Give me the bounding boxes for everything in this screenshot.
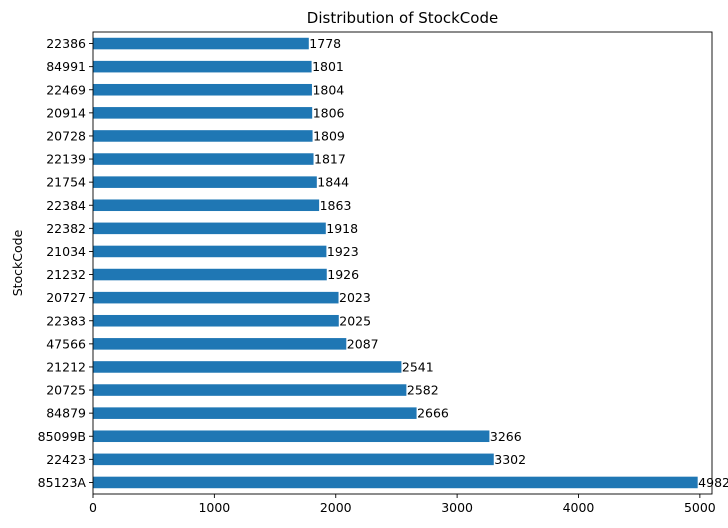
y-axis-label: StockCode [10,229,25,296]
bar-20728 [93,130,313,142]
data-label-22386: 1778 [309,36,341,51]
data-label-20725: 2582 [407,383,439,398]
data-label-20914: 1806 [313,105,345,120]
bar-20727 [93,291,339,304]
y-tick-label: 85099B [38,429,86,444]
y-tick-label: 20727 [46,290,86,305]
bar-84991 [93,60,312,73]
y-tick-label: 22423 [46,452,86,467]
data-label-22384: 1863 [320,198,352,213]
y-tick-label: 22384 [46,198,86,213]
bar-22384 [93,199,320,212]
data-label-22383: 2025 [339,313,371,328]
x-ticks-group: 0 1000 2000 3000 4000 5000 [89,494,716,515]
x-tick-label: 2000 [320,500,352,515]
x-tick-label: 4000 [563,500,595,515]
bar-85099B [93,430,490,443]
y-tick-label: 20914 [46,105,86,120]
bar-21034 [93,245,327,258]
bar-20914 [93,107,313,119]
bar-21754 [93,176,317,188]
x-tick-label: 5000 [684,500,716,515]
bar-22383 [93,314,339,327]
y-tick-label: 22383 [46,313,86,328]
y-tick-label: 22139 [46,152,86,167]
data-label-22139: 1817 [314,152,346,167]
bars-group [93,37,698,489]
data-label-21232: 1926 [327,267,359,282]
data-label-21034: 1923 [327,244,359,259]
bar-22382 [93,222,326,235]
x-tick-label: 3000 [441,500,473,515]
y-tick-label: 84879 [46,406,86,421]
y-tick-label: 20725 [46,383,86,398]
bar-22139 [93,153,314,165]
y-tick-label: 22382 [46,221,86,236]
bar-20725 [93,384,407,396]
data-labels-group: 4982 3302 3266 2666 2582 2541 2087 2025 2023 1926… [309,36,728,490]
data-label-22423: 3302 [494,452,526,467]
bar-22386 [93,37,309,50]
bar-85123A [93,476,698,489]
y-tick-label: 21232 [46,267,86,282]
x-tick-label: 1000 [198,500,230,515]
y-tick-label: 20728 [46,128,86,143]
bar-47566 [93,338,347,350]
data-label-20727: 2023 [339,290,371,305]
data-label-22382: 1918 [326,221,358,236]
y-tick-label: 21754 [46,175,86,190]
data-label-84879: 2666 [417,406,449,421]
data-label-84991: 1801 [312,59,344,74]
y-tick-label: 21034 [46,244,86,259]
data-label-85099B: 3266 [490,429,522,444]
plot-frame [92,31,713,495]
data-label-21212: 2541 [402,359,434,374]
bar-22469 [93,83,312,96]
y-ticks-group: 85123A 22423 85099B 84879 20725 21212 47566 223… [38,36,93,490]
bar-84879 [93,407,417,419]
bar-21232 [93,268,327,281]
data-label-47566: 2087 [347,336,379,351]
chart-title: Distribution of StockCode [307,9,498,27]
bar-22423 [93,453,494,466]
data-label-85123A: 4982 [698,475,728,490]
y-tick-label: 85123A [38,475,87,490]
y-tick-label: 84991 [46,59,86,74]
x-tick-label: 0 [89,500,97,515]
data-label-22469: 1804 [312,82,344,97]
y-tick-label: 22386 [46,36,86,51]
data-label-20728: 1809 [313,128,345,143]
y-tick-label: 22469 [46,82,86,97]
y-tick-label: 21212 [46,359,86,374]
bar-21212 [93,361,402,373]
data-label-21754: 1844 [317,175,349,190]
y-tick-label: 47566 [46,336,86,351]
